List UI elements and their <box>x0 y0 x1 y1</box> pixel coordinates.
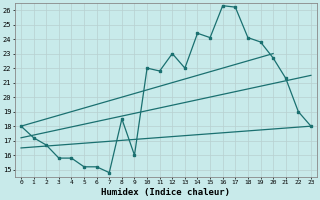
X-axis label: Humidex (Indice chaleur): Humidex (Indice chaleur) <box>101 188 230 197</box>
